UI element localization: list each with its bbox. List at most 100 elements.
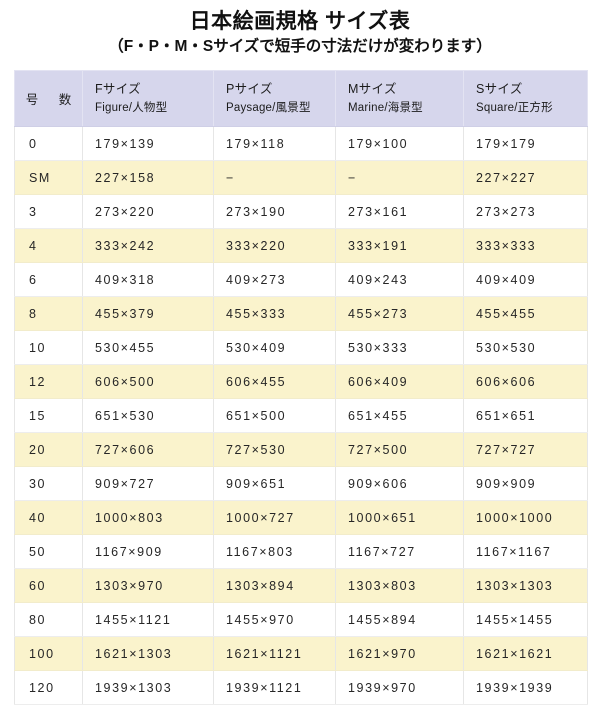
cell-s-size: 1303×1303 (463, 568, 588, 603)
table-row: 12 606×500 606×455 606×409 606×606 (14, 364, 588, 399)
table-row: 120 1939×1303 1939×1121 1939×970 1939×1939 (14, 670, 588, 705)
column-header-go: 号 数 (14, 70, 83, 127)
cell-f-size: 1455×1121 (82, 602, 214, 637)
cell-go-number: 80 (14, 602, 83, 637)
cell-p-size: 179×118 (213, 126, 336, 161)
cell-s-size: 409×409 (463, 262, 588, 297)
cell-f-size: 179×139 (82, 126, 214, 161)
cell-p-size: 273×190 (213, 194, 336, 229)
cell-m-size: 651×455 (335, 398, 464, 433)
table-row: 60 1303×970 1303×894 1303×803 1303×1303 (14, 568, 588, 603)
column-header-m: Mサイズ Marine/海景型 (335, 70, 464, 127)
cell-m-size: 606×409 (335, 364, 464, 399)
table-row: 50 1167×909 1167×803 1167×727 1167×1167 (14, 534, 588, 569)
title-block: 日本絵画規格 サイズ表 （F・P・M・Sサイズで短手の寸法だけが変わります） (0, 0, 600, 59)
cell-m-size: 179×100 (335, 126, 464, 161)
cell-m-size: 455×273 (335, 296, 464, 331)
cell-go-number: SM (14, 160, 83, 195)
cell-p-size: 455×333 (213, 296, 336, 331)
cell-f-size: 333×242 (82, 228, 214, 263)
cell-f-size: 455×379 (82, 296, 214, 331)
cell-f-size: 1621×1303 (82, 636, 214, 671)
cell-go-number: 6 (14, 262, 83, 297)
cell-m-size: 1303×803 (335, 568, 464, 603)
cell-go-number: 8 (14, 296, 83, 331)
cell-m-size: 333×191 (335, 228, 464, 263)
cell-p-size: − (213, 160, 336, 195)
table-row: 30 909×727 909×651 909×606 909×909 (14, 466, 588, 501)
cell-go-number: 10 (14, 330, 83, 365)
column-header-s-subtitle: Square/正方形 (476, 102, 553, 114)
cell-go-number: 120 (14, 670, 83, 705)
cell-s-size: 227×227 (463, 160, 588, 195)
table-row: 3 273×220 273×190 273×161 273×273 (14, 194, 588, 229)
cell-f-size: 273×220 (82, 194, 214, 229)
cell-go-number: 50 (14, 534, 83, 569)
column-header-s-title: Sサイズ (476, 82, 523, 96)
cell-m-size: 1621×970 (335, 636, 464, 671)
cell-f-size: 409×318 (82, 262, 214, 297)
cell-p-size: 651×500 (213, 398, 336, 433)
cell-m-size: 1000×651 (335, 500, 464, 535)
cell-s-size: 273×273 (463, 194, 588, 229)
cell-go-number: 0 (14, 126, 83, 161)
cell-s-size: 179×179 (463, 126, 588, 161)
cell-p-size: 1303×894 (213, 568, 336, 603)
cell-m-size: 530×333 (335, 330, 464, 365)
table-row: SM 227×158− −227×227 (14, 160, 588, 195)
cell-f-size: 727×606 (82, 432, 214, 467)
size-table-container: 号 数 Fサイズ Figure/人物型 Pサイズ Paysage/風景型 Mサイ… (14, 70, 588, 705)
cell-p-size: 606×455 (213, 364, 336, 399)
cell-m-size: 1167×727 (335, 534, 464, 569)
table-row: 15 651×530 651×500 651×455 651×651 (14, 398, 588, 433)
cell-f-size: 651×530 (82, 398, 214, 433)
cell-s-size: 727×727 (463, 432, 588, 467)
column-header-p: Pサイズ Paysage/風景型 (213, 70, 336, 127)
page-title: 日本絵画規格 サイズ表 (189, 10, 411, 33)
cell-p-size: 530×409 (213, 330, 336, 365)
cell-go-number: 100 (14, 636, 83, 671)
cell-f-size: 1939×1303 (82, 670, 214, 705)
column-header-m-subtitle: Marine/海景型 (348, 102, 423, 114)
column-header-go-label: 号 数 (25, 93, 76, 107)
cell-s-size: 909×909 (463, 466, 588, 501)
cell-s-size: 1167×1167 (463, 534, 588, 569)
cell-p-size: 409×273 (213, 262, 336, 297)
cell-s-size: 1455×1455 (463, 602, 588, 637)
table-row: 100 1621×1303 1621×1121 1621×970 1621×1621 (14, 636, 588, 671)
column-header-m-title: Mサイズ (348, 82, 397, 96)
table-row: 0 179×139 179×118 179×100 179×179 (14, 126, 588, 161)
cell-go-number: 3 (14, 194, 83, 229)
column-header-f: Fサイズ Figure/人物型 (82, 70, 214, 127)
cell-go-number: 40 (14, 500, 83, 535)
cell-f-size: 1167×909 (82, 534, 214, 569)
table-row: 40 1000×803 1000×727 1000×651 1000×1000 (14, 500, 588, 535)
cell-go-number: 20 (14, 432, 83, 467)
cell-s-size: 455×455 (463, 296, 588, 331)
column-header-p-title: Pサイズ (226, 82, 273, 96)
cell-f-size: 530×455 (82, 330, 214, 365)
cell-f-size: 1303×970 (82, 568, 214, 603)
painting-size-table: 号 数 Fサイズ Figure/人物型 Pサイズ Paysage/風景型 Mサイ… (14, 70, 588, 705)
cell-p-size: 1455×970 (213, 602, 336, 637)
cell-m-size: 909×606 (335, 466, 464, 501)
cell-f-size: 1000×803 (82, 500, 214, 535)
cell-p-size: 1000×727 (213, 500, 336, 535)
cell-p-size: 727×530 (213, 432, 336, 467)
cell-s-size: 606×606 (463, 364, 588, 399)
cell-f-size: 606×500 (82, 364, 214, 399)
cell-p-size: 1621×1121 (213, 636, 336, 671)
cell-s-size: 530×530 (463, 330, 588, 365)
cell-m-size: − (335, 160, 464, 195)
table-row: 80 1455×1121 1455×970 1455×894 1455×1455 (14, 602, 588, 637)
cell-go-number: 12 (14, 364, 83, 399)
cell-p-size: 909×651 (213, 466, 336, 501)
cell-s-size: 1000×1000 (463, 500, 588, 535)
table-header-row: 号 数 Fサイズ Figure/人物型 Pサイズ Paysage/風景型 Mサイ… (14, 70, 588, 127)
table-body: 0 179×139 179×118 179×100 179×179 SM 227×158− −… (14, 126, 588, 705)
cell-s-size: 1939×1939 (463, 670, 588, 705)
column-header-p-subtitle: Paysage/風景型 (226, 102, 311, 114)
table-row: 6 409×318 409×273 409×243 409×409 (14, 262, 588, 297)
cell-m-size: 409×243 (335, 262, 464, 297)
